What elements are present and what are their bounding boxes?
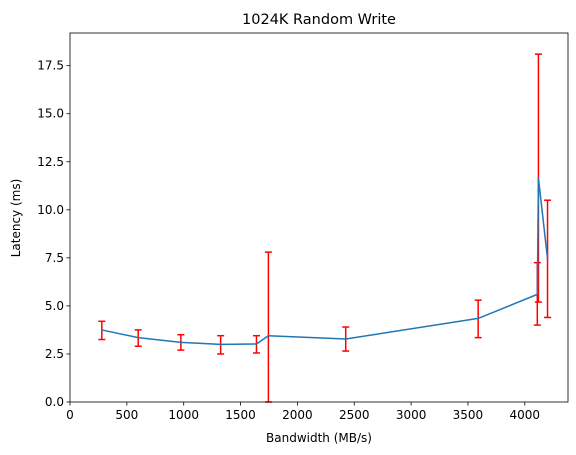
y-tick-label-0: 0.0 — [45, 395, 64, 409]
x-tick-label-5: 2500 — [339, 408, 370, 422]
y-tick-label-6: 15.0 — [37, 107, 64, 121]
plot-frame — [69, 32, 569, 403]
x-tick-label-0: 0 — [66, 408, 74, 422]
chart-title: 1024K Random Write — [242, 12, 396, 28]
y-tick-label-7: 17.5 — [37, 59, 64, 73]
x-tick-label-1: 500 — [115, 408, 138, 422]
x-tick-label-7: 3500 — [453, 408, 484, 422]
series-line — [101, 177, 549, 346]
x-axis-label: Bandwidth (MB/s) — [266, 431, 372, 445]
y-tick-label-2: 5.0 — [45, 299, 64, 313]
y-axis-label: Latency (ms) — [9, 179, 23, 258]
y-tick-label-5: 12.5 — [37, 155, 64, 169]
x-tick-label-6: 3000 — [396, 408, 427, 422]
x-tick-label-4: 2000 — [282, 408, 313, 422]
x-tick-label-8: 4000 — [510, 408, 541, 422]
y-tick-label-1: 2.5 — [45, 347, 64, 361]
x-tick-label-3: 1500 — [225, 408, 256, 422]
y-tick-label-4: 10.0 — [37, 203, 64, 217]
x-tick-label-2: 1000 — [168, 408, 199, 422]
y-tick-label-3: 7.5 — [45, 251, 64, 265]
plot-area: 0 500 1000 1500 2000 2500 3000 3500 4000 0.0 2.5 5.… — [37, 32, 569, 422]
